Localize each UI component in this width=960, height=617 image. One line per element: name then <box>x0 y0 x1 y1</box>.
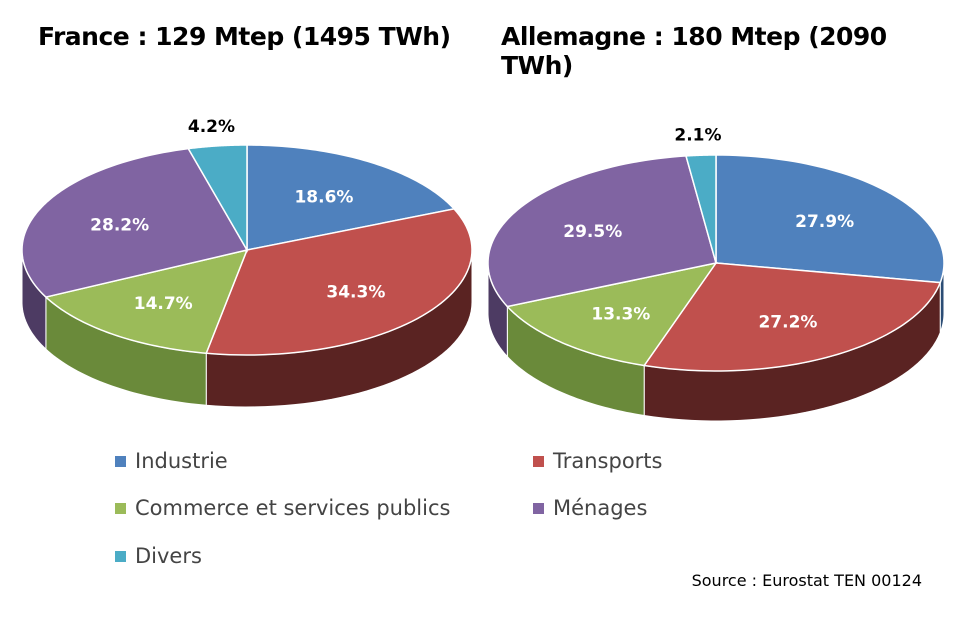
legend-swatch <box>115 550 126 562</box>
pie-1: 27.9% 27.2% 13.3% 29.5% 2.1% <box>487 126 945 422</box>
data-label: 2.1% <box>674 126 721 146</box>
legend-item-transports: Transports <box>533 449 662 473</box>
data-label: 27.9% <box>795 212 854 232</box>
data-label: 28.2% <box>90 215 149 235</box>
pie-0: 18.6% 34.3% 14.7% 28.2% 4.2% <box>21 117 473 408</box>
legend-label: Ménages <box>553 496 648 520</box>
legend-item-industrie: Industrie <box>115 449 228 473</box>
legend-swatch <box>533 502 544 514</box>
data-label: 18.6% <box>294 188 353 208</box>
source-note: Source : Eurostat TEN 00124 <box>691 571 922 590</box>
pie-slice-transports <box>642 262 942 372</box>
legend-item-commerce: Commerce et services publics <box>115 496 450 520</box>
france-chart-title: France : 129 Mtep (1495 TWh) <box>38 22 451 51</box>
data-label: 4.2% <box>188 117 235 137</box>
legend-swatch <box>115 502 126 514</box>
pie-slice-m-nages <box>487 155 717 308</box>
germany-chart-title: Allemagne : 180 Mtep (2090 TWh) <box>501 22 887 80</box>
pie-slice-m-nages <box>21 147 249 298</box>
legend-label: Commerce et services publics <box>135 496 451 520</box>
data-label: 29.5% <box>563 222 622 242</box>
data-label: 13.3% <box>591 305 650 325</box>
legend-item-menages: Ménages <box>533 496 647 520</box>
data-label: 14.7% <box>134 294 193 314</box>
legend-label: Industrie <box>135 449 228 473</box>
pie-slice-transports <box>205 208 473 356</box>
legend-item-divers: Divers <box>115 544 202 568</box>
legend-label: Transports <box>553 449 663 473</box>
pie-slice-commerce-et-services-publics <box>44 248 249 355</box>
pie-slice-divers <box>187 144 248 253</box>
legend-swatch <box>115 455 126 467</box>
legend-label: Divers <box>135 544 202 568</box>
pie-slice-commerce-et-services-publics <box>505 261 718 367</box>
data-label: 34.3% <box>326 283 385 303</box>
pie-slice-industrie <box>715 154 945 284</box>
pie-slice-industrie <box>246 144 456 251</box>
data-label: 27.2% <box>758 313 817 333</box>
pie-charts: 18.6%34.3%14.7%28.2%4.2%27.9%27.2%13.3%2… <box>21 117 945 422</box>
legend-swatch <box>533 455 544 467</box>
pie-slice-divers <box>685 154 717 264</box>
